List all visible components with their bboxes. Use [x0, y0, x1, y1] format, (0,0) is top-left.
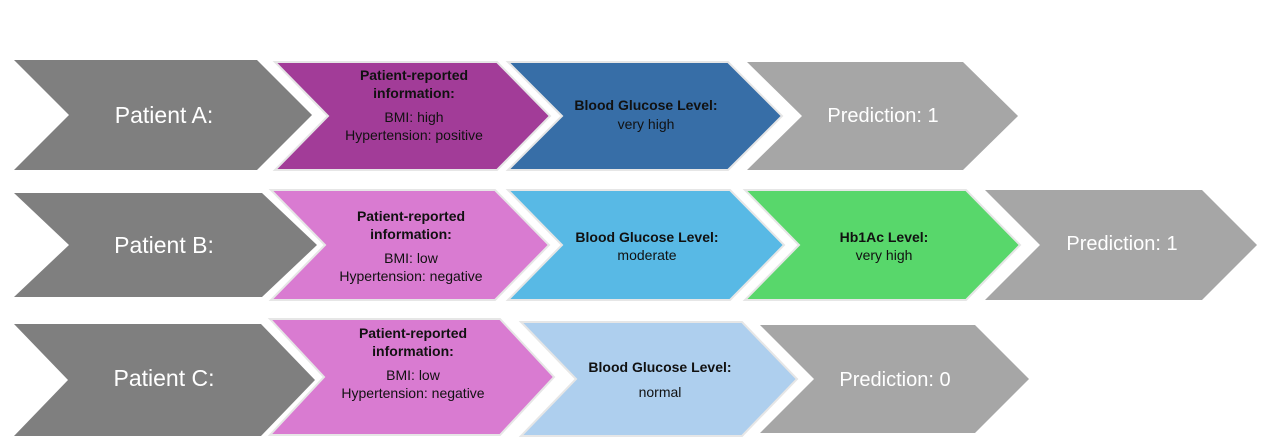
- patient-a-chevron: [14, 60, 312, 170]
- patient-c-prediction: Prediction: 0: [839, 369, 950, 391]
- row-patient-a: Patient A: Patient-reported information:…: [14, 60, 1018, 171]
- patient-b-hba1c-chevron: [742, 189, 1022, 301]
- patient-a-info-title-1: Patient-reported: [360, 67, 468, 83]
- patient-b-label: Patient B:: [114, 232, 214, 258]
- patient-a-glucose-chevron: [505, 61, 784, 171]
- patient-c-glucose-chevron: [518, 321, 799, 437]
- patient-b-glucose-title: Blood Glucose Level:: [575, 229, 718, 245]
- patient-c-glucose-title: Blood Glucose Level:: [588, 359, 731, 375]
- patient-c-hypertension: Hypertension: negative: [341, 385, 484, 401]
- patient-c-info-chevron: [267, 318, 556, 436]
- patient-b-info-title-2: information:: [370, 226, 452, 242]
- patient-b-prediction: Prediction: 1: [1066, 233, 1177, 255]
- patient-a-label: Patient A:: [115, 102, 213, 128]
- patient-b-info-chevron: [268, 189, 551, 301]
- patient-a-prediction-chevron: [747, 62, 1018, 170]
- patient-a-info-chevron: [272, 61, 552, 171]
- patient-c-prediction-chevron: [760, 325, 1029, 433]
- patient-b-prediction-chevron: [985, 190, 1257, 300]
- patient-c-chevron: [14, 324, 315, 436]
- patient-c-glucose-value: normal: [639, 384, 682, 400]
- patient-c-info-title-1: Patient-reported: [359, 325, 467, 341]
- patient-b-info-title-1: Patient-reported: [357, 208, 465, 224]
- patient-c-bmi: BMI: low: [386, 367, 441, 383]
- patient-b-chevron: [14, 193, 317, 297]
- patient-b-hba1c-title: Hb1Ac Level:: [840, 229, 929, 245]
- patient-a-glucose-title: Blood Glucose Level:: [574, 97, 717, 113]
- patient-b-bmi: BMI: low: [384, 250, 439, 266]
- patient-b-glucose-value: moderate: [617, 247, 676, 263]
- patient-c-label: Patient C:: [114, 365, 215, 391]
- patient-b-hypertension: Hypertension: negative: [339, 268, 482, 284]
- patient-a-glucose-value: very high: [618, 116, 675, 132]
- patient-b-hba1c-value: very high: [856, 247, 913, 263]
- patient-a-bmi: BMI: high: [384, 109, 443, 125]
- patient-a-hypertension: Hypertension: positive: [345, 127, 483, 143]
- patient-a-prediction: Prediction: 1: [827, 105, 938, 127]
- row-patient-b: Patient B: Patient-reported information:…: [14, 189, 1257, 301]
- row-patient-c: Patient C: Patient-reported information:…: [14, 318, 1029, 437]
- patient-a-info-title-2: information:: [373, 85, 455, 101]
- patient-b-glucose-chevron: [505, 189, 786, 301]
- patient-c-info-title-2: information:: [372, 343, 454, 359]
